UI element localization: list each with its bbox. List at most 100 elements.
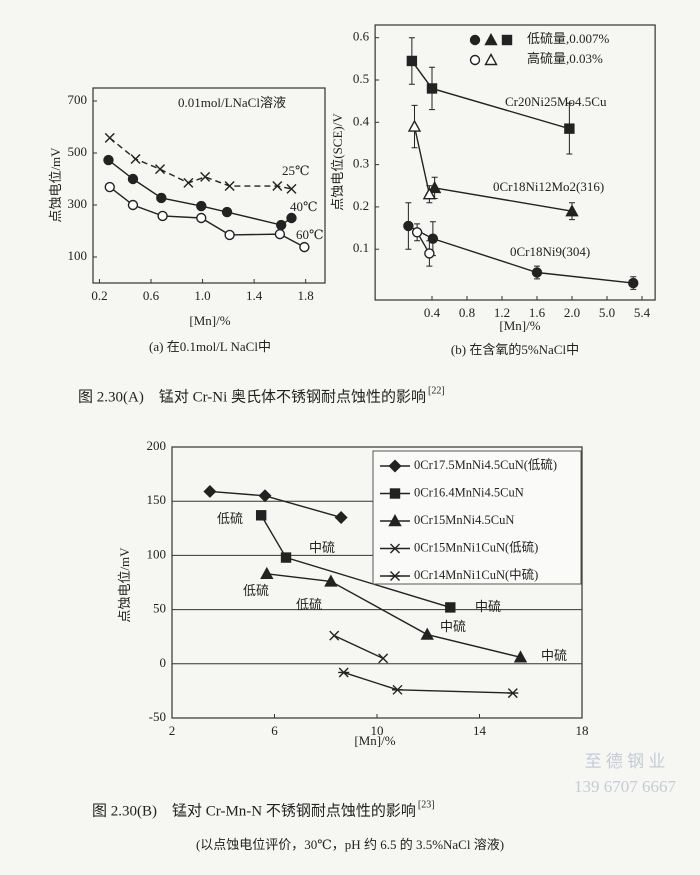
series-label: 0Cr18Ni12Mo2(316) [493, 179, 604, 194]
data-point [484, 33, 498, 46]
figure-note: (以点蚀电位评价，30℃，pH 约 6.5 的 3.5%NaCl 溶液) [196, 837, 504, 852]
data-point [424, 248, 435, 259]
legend-label: 0Cr15MnNi4.5CuN [414, 513, 514, 527]
data-point [157, 210, 168, 222]
data-point [127, 199, 139, 211]
data-point [104, 132, 115, 143]
data-point [445, 602, 456, 613]
y-axis-label: 点蚀电位(SCE)/V [330, 113, 345, 211]
x-tick-label: 1.0 [194, 288, 210, 303]
y-tick-label: 700 [68, 92, 88, 107]
data-point [426, 83, 438, 94]
data-point [275, 219, 287, 231]
x-tick-label: 1.8 [298, 288, 314, 303]
x-tick-label: 14 [473, 723, 487, 738]
data-point [196, 200, 207, 212]
legend-label: 0Cr15MnNi1CuN(低硫) [414, 539, 538, 554]
legend-label: 高硫量,0.03% [527, 51, 603, 66]
data-point [407, 119, 422, 132]
series-line [434, 187, 573, 212]
data-point [531, 267, 543, 278]
plot-frame [92, 87, 326, 284]
y-axis-label: 点蚀电位/mV [117, 547, 132, 623]
figure-caption: 图 2.30(B) 锰对 Cr-Mn-N 不锈钢耐点蚀性的影响 [92, 802, 416, 819]
data-point [286, 183, 297, 194]
annotation: 中硫 [309, 540, 335, 555]
annotation: 0.01mol/LNaCl溶液 [178, 95, 286, 110]
data-point [130, 153, 141, 164]
series-label: 0Cr18Ni9(304) [510, 244, 590, 259]
y-tick-label: 0.4 [353, 113, 370, 128]
annotation: 低硫 [296, 597, 322, 612]
data-point [258, 489, 272, 503]
x-tick-label: 18 [576, 723, 589, 738]
y-tick-label: 0.2 [353, 198, 369, 213]
annotation: 中硫 [440, 619, 466, 634]
data-point [389, 571, 401, 581]
data-point [324, 574, 338, 587]
legend-label: 低硫量,0.007% [527, 31, 610, 46]
y-axis-label: 点蚀电位/mV [48, 147, 63, 223]
legend-label: 0Cr16.4MnNi4.5CuN [414, 485, 524, 499]
data-point [103, 154, 114, 166]
data-point [338, 667, 350, 678]
x-tick-label: 5.0 [599, 305, 615, 320]
data-point [200, 171, 211, 182]
data-point [469, 54, 481, 66]
y-tick-label: 100 [68, 248, 88, 263]
y-tick-label: 150 [147, 492, 167, 507]
y-tick-label: -50 [149, 709, 166, 724]
x-tick-label: 6 [271, 723, 278, 738]
data-point [501, 34, 513, 46]
data-point [422, 187, 437, 200]
data-point [390, 543, 400, 554]
annotation: 中硫 [475, 599, 501, 614]
watermark: 至 德 钢 业 [585, 752, 666, 771]
plot-frame [374, 24, 656, 301]
data-point [183, 177, 194, 188]
data-point [378, 653, 389, 664]
data-point [427, 180, 442, 194]
data-point [484, 53, 498, 66]
x-axis-label: [Mn]/% [189, 313, 230, 328]
data-point [411, 227, 423, 238]
y-tick-label: 0.1 [353, 240, 369, 255]
x-tick-label: 0.2 [91, 288, 107, 303]
data-point [260, 566, 274, 580]
series-line [413, 126, 431, 195]
data-point [203, 484, 217, 498]
watermark: 139 6707 6667 [574, 777, 677, 796]
series-line [266, 573, 521, 658]
data-point [564, 123, 575, 134]
x-axis-label: [Mn]/% [354, 733, 395, 748]
data-point [156, 192, 167, 204]
chart-caption: (b) 在含氧的5%NaCl中 [451, 342, 579, 357]
y-tick-label: 200 [147, 438, 167, 453]
data-point [565, 204, 579, 217]
data-point [469, 34, 481, 46]
chart-caption: (a) 在0.1mol/L NaCl中 [149, 339, 271, 354]
data-point [507, 688, 519, 699]
series-line [343, 671, 513, 694]
data-point [513, 650, 528, 663]
x-tick-label: 5.4 [634, 305, 651, 320]
x-tick-label: 0.6 [143, 288, 160, 303]
y-tick-label: 50 [153, 601, 166, 616]
figure-reference: [23] [418, 799, 435, 810]
x-tick-label: 10 [371, 723, 384, 738]
data-point [280, 552, 292, 563]
data-point [155, 164, 166, 175]
x-tick-label: 1.4 [246, 288, 263, 303]
y-tick-label: 100 [147, 546, 167, 561]
data-point [392, 684, 403, 695]
annotation: 低硫 [243, 583, 269, 598]
legend-label: 0Cr14MnNi1CuN(中硫) [414, 567, 538, 582]
x-tick-label: 2 [169, 723, 176, 738]
y-tick-label: 500 [68, 144, 88, 159]
series-label: 60℃ [296, 227, 324, 242]
series-line [109, 186, 305, 248]
data-point [224, 181, 235, 192]
data-point [628, 277, 639, 289]
y-tick-label: 0 [160, 655, 167, 670]
